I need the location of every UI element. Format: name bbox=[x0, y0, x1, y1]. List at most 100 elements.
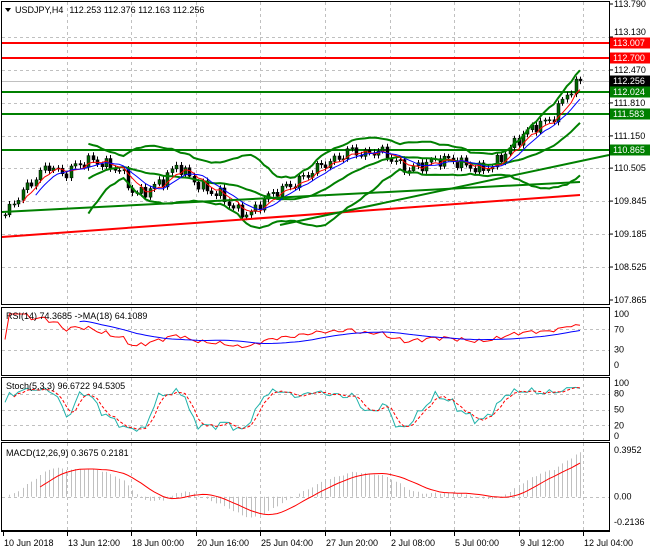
bear-candle bbox=[187, 167, 192, 177]
bull-candle bbox=[332, 155, 337, 162]
price-axis-label: 111.810 bbox=[614, 98, 645, 108]
rsi-line bbox=[4, 313, 581, 349]
bear-candle bbox=[64, 173, 69, 179]
bull-candle bbox=[538, 120, 543, 133]
rsi-axis-label: 100 bbox=[614, 309, 629, 319]
x-axis-label: 5 Jul 00:00 bbox=[455, 538, 499, 548]
bull-candle bbox=[249, 211, 254, 216]
bull-candle bbox=[157, 179, 162, 185]
bull-candle bbox=[244, 214, 249, 218]
bull-candle bbox=[556, 103, 561, 123]
bear-candle bbox=[337, 155, 342, 160]
level-price-label: 112.700 bbox=[613, 53, 645, 63]
chart-ohlc: 112.253 112.376 112.163 112.256 bbox=[69, 5, 204, 15]
bull-candle bbox=[236, 204, 241, 209]
bull-candle bbox=[543, 119, 548, 122]
stoch-axis-label: 50 bbox=[614, 405, 624, 415]
bull-candle bbox=[565, 94, 570, 100]
level-price-tag bbox=[610, 144, 650, 156]
long-ma-line bbox=[1, 194, 581, 238]
bull-candle bbox=[165, 172, 170, 188]
bear-candle bbox=[468, 164, 473, 169]
level-price-tag bbox=[610, 37, 650, 49]
bear-candle bbox=[499, 154, 504, 163]
bollinger-middle bbox=[87, 122, 581, 201]
price-axis-label: 111.150 bbox=[614, 131, 645, 141]
horizontal-levels[interactable]: 113.007 112.700 112.024 111.583 110.865 112.2… bbox=[2, 37, 650, 156]
bear-candle bbox=[60, 167, 65, 175]
bear-candle bbox=[231, 205, 236, 209]
bull-candle bbox=[560, 98, 565, 104]
x-axis-label: 25 Jun 04:00 bbox=[261, 538, 313, 548]
bear-candle bbox=[275, 192, 280, 197]
bear-candle bbox=[100, 163, 105, 168]
bull-candle bbox=[394, 160, 399, 163]
rsi-axis-label: 0 bbox=[614, 360, 619, 370]
bull-candle bbox=[280, 185, 285, 197]
bear-candle bbox=[258, 204, 263, 211]
bull-candle bbox=[43, 165, 48, 171]
bollinger-lower bbox=[87, 168, 581, 230]
bull-candle bbox=[495, 154, 500, 168]
bull-candle bbox=[148, 188, 153, 198]
bull-candle bbox=[411, 165, 416, 171]
bull-candle bbox=[73, 163, 78, 167]
chart-title: USDJPY,H4 bbox=[15, 5, 63, 15]
macd-axis-label: 0.00 bbox=[614, 492, 632, 502]
current-price-label: 112.256 bbox=[613, 76, 645, 86]
bear-candle bbox=[78, 163, 83, 166]
ma-slow bbox=[35, 98, 581, 211]
bull-candle bbox=[7, 203, 12, 216]
bear-candle bbox=[29, 182, 34, 187]
stoch-axis-label: 100 bbox=[614, 378, 629, 388]
bull-candle bbox=[486, 168, 491, 171]
level-price-tag bbox=[610, 52, 650, 64]
stoch-signal-line bbox=[13, 387, 581, 430]
bull-candle bbox=[38, 169, 43, 181]
bull-candle bbox=[174, 164, 179, 170]
rsi-label: RSI(14) 74.3685 ->MA(18) 64.1089 bbox=[6, 311, 147, 321]
current-price-tag bbox=[610, 75, 650, 87]
main-panel-frame bbox=[1, 1, 610, 305]
bull-candle bbox=[301, 175, 306, 177]
level-price-tag bbox=[610, 108, 650, 120]
stoch-panel-frame bbox=[1, 377, 610, 441]
bull-candle bbox=[380, 146, 385, 152]
bull-candle bbox=[569, 93, 574, 96]
price-axis-label: 108.525 bbox=[614, 262, 647, 272]
bear-candle bbox=[91, 155, 96, 161]
bear-candle bbox=[196, 181, 201, 190]
x-axis-label: 10 Jun 2018 bbox=[4, 538, 54, 548]
bear-candle bbox=[578, 78, 583, 81]
dropdown-triangle-icon[interactable] bbox=[5, 8, 11, 12]
bull-candle bbox=[183, 167, 188, 175]
price-axis-label: 109.845 bbox=[614, 196, 647, 206]
stoch-label: Stoch(5,3,3) 96.6722 94.5305 bbox=[6, 381, 125, 391]
level-price-label: 111.583 bbox=[613, 109, 644, 119]
bull-candle bbox=[547, 119, 552, 121]
x-axis-label: 13 Jun 12:00 bbox=[68, 538, 120, 548]
price-axis-label: 113.790 bbox=[614, 0, 646, 9]
bull-candle bbox=[16, 200, 21, 205]
bear-candle bbox=[306, 175, 311, 178]
bear-candle bbox=[47, 165, 52, 171]
price-axis-label: 113.130 bbox=[614, 27, 646, 37]
ma-fast bbox=[22, 89, 581, 213]
x-axis-label: 18 Jun 00:00 bbox=[132, 538, 184, 548]
bollinger-upper bbox=[88, 69, 581, 179]
x-axis-label: 27 Jun 20:00 bbox=[326, 538, 378, 548]
price-axis-label: 107.865 bbox=[614, 295, 647, 305]
x-axis-label: 20 Jun 16:00 bbox=[197, 538, 249, 548]
level-price-label: 112.024 bbox=[613, 87, 645, 97]
bear-candle bbox=[288, 183, 293, 188]
bear-candle bbox=[473, 168, 478, 173]
bull-candle bbox=[69, 165, 74, 179]
bull-candle bbox=[271, 192, 276, 194]
bear-candle bbox=[323, 164, 328, 168]
bull-candle bbox=[86, 155, 91, 168]
stoch-axis-label: 20 bbox=[614, 420, 624, 430]
bull-candle bbox=[21, 189, 26, 201]
bear-candle bbox=[227, 201, 232, 206]
bull-candle bbox=[477, 162, 482, 173]
